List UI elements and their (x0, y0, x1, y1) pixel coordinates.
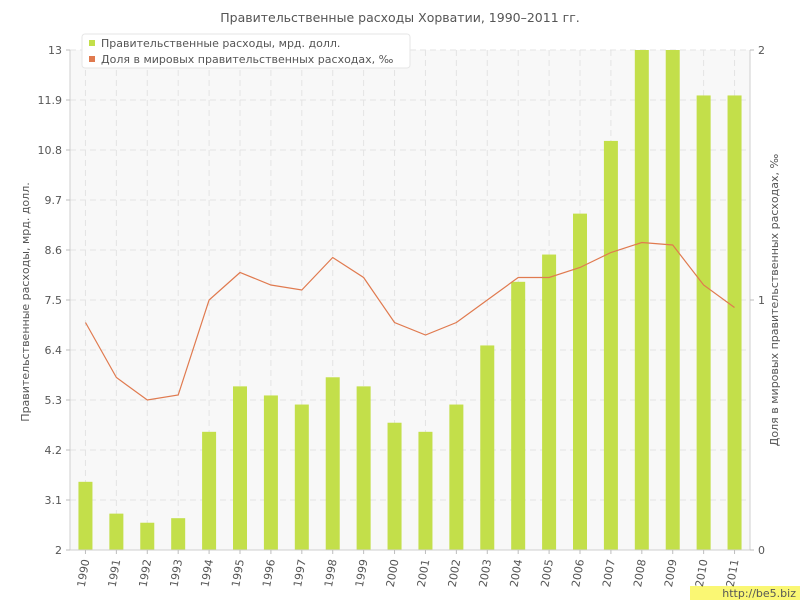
x-tick-label: 1993 (167, 558, 185, 588)
watermark: http://be5.biz (690, 586, 800, 600)
right-axis-ticks: 0 1 2 (750, 44, 765, 557)
bar (78, 481, 93, 550)
left-tick-label: 7.5 (45, 294, 63, 307)
legend-swatch-bars (89, 40, 95, 46)
bar (418, 431, 433, 550)
x-tick-label: 1991 (106, 558, 124, 588)
chart-title: Правительственные расходы Хорватии, 1990… (220, 10, 580, 25)
left-tick-label: 11.9 (38, 94, 63, 107)
x-tick-label: 2009 (662, 558, 680, 588)
x-tick-label: 2010 (693, 558, 711, 588)
right-tick-label: 0 (758, 544, 765, 557)
x-tick-label: 1992 (137, 558, 155, 588)
x-tick-label: 2001 (415, 558, 433, 588)
bar (356, 386, 371, 550)
x-tick-label: 2011 (724, 558, 742, 588)
left-tick-label: 5.3 (45, 394, 63, 407)
right-tick-label: 1 (758, 294, 765, 307)
x-axis-ticks: 1990 1991 1992 1993 1994 1995 1996 1997 1998 1999… (75, 550, 742, 588)
x-tick-label: 1994 (198, 558, 216, 588)
bar (573, 213, 587, 551)
y-axis-left-label: Правительственные расходы, мрд. долл. (19, 182, 32, 421)
left-tick-label: 10.8 (38, 144, 63, 157)
bar (727, 95, 742, 551)
bar (171, 518, 186, 550)
bar (480, 345, 495, 550)
bar (263, 395, 278, 550)
x-tick-label: 2007 (600, 558, 618, 588)
x-tick-label: 2005 (538, 558, 556, 588)
x-tick-label: 2008 (631, 558, 649, 588)
left-tick-label: 4.2 (45, 444, 63, 457)
left-axis-ticks: 2 3.1 4.2 5.3 6.4 7.5 8.6 9.7 10.8 11.9 13 (38, 44, 70, 557)
x-tick-label: 2002 (446, 558, 464, 588)
left-tick-label: 13 (48, 44, 62, 57)
bar (109, 513, 124, 550)
left-tick-label: 3.1 (45, 494, 63, 507)
x-tick-label: 1998 (322, 558, 340, 588)
x-tick-label: 1995 (229, 558, 247, 588)
bar (696, 95, 711, 551)
x-tick-label: 1990 (75, 558, 93, 588)
series-line (84, 241, 735, 401)
x-tick-label: 2004 (507, 558, 525, 588)
x-tick-label: 1997 (291, 558, 309, 588)
x-tick-label: 2006 (569, 558, 587, 588)
legend-swatch-line (89, 56, 95, 62)
watermark-background (690, 586, 800, 600)
left-tick-label: 8.6 (45, 244, 63, 257)
left-tick-label: 6.4 (45, 344, 63, 357)
x-tick-label: 2003 (477, 558, 495, 588)
x-tick-label: 1999 (353, 558, 371, 588)
right-tick-label: 2 (758, 44, 765, 57)
legend: Правительственные расходы, мрд. долл. До… (81, 33, 411, 69)
bar (387, 422, 402, 550)
bar (233, 386, 247, 550)
legend-label-line: Доля в мировых правительственных расхода… (101, 53, 394, 66)
bar (665, 50, 680, 550)
bar (202, 431, 217, 550)
x-tick-label: 2000 (384, 558, 402, 588)
line-series (84, 241, 735, 401)
watermark-text: http://be5.biz (722, 587, 796, 600)
bar (294, 404, 309, 550)
bar (140, 522, 155, 550)
bar (511, 281, 526, 550)
legend-label-bars: Правительственные расходы, мрд. долл. (101, 37, 340, 50)
left-tick-label: 2 (55, 544, 62, 557)
bar (325, 377, 340, 550)
x-tick-label: 1996 (260, 558, 278, 588)
bar (634, 50, 649, 550)
bar (603, 140, 618, 550)
bar-series (78, 50, 742, 551)
bar (449, 404, 464, 550)
y-axis-right-label: Доля в мировых правительственных расхода… (768, 154, 781, 447)
bar (542, 254, 557, 550)
legend-box (81, 33, 411, 69)
left-tick-label: 9.7 (45, 194, 63, 207)
